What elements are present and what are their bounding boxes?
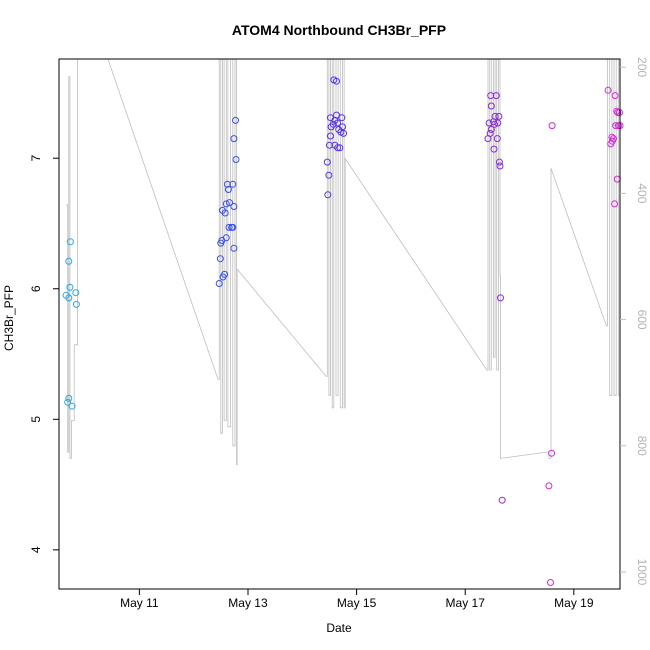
data-point	[498, 496, 506, 504]
data-point	[324, 191, 332, 199]
data-point	[333, 77, 340, 85]
y2-tick-label: 800	[635, 436, 649, 456]
data-point	[486, 129, 494, 137]
data-point	[611, 92, 619, 100]
data-point	[338, 114, 346, 122]
y-tick-label: 6	[29, 285, 43, 292]
data-point	[547, 579, 554, 586]
data-point	[230, 203, 238, 210]
scatter-points	[62, 76, 624, 586]
x-tick-label: May 19	[554, 596, 594, 610]
data-point	[68, 402, 76, 410]
data-point	[221, 270, 229, 278]
x-tick-label: May 15	[337, 596, 377, 610]
x-axis: May 11 May 13 May 15 May 17 May 19	[120, 589, 594, 610]
data-point	[230, 135, 238, 143]
data-point	[221, 209, 229, 217]
y2-tick-label: 1000	[635, 559, 649, 586]
y2-tick-label: 400	[635, 183, 649, 203]
y-tick-label: 7	[29, 155, 43, 162]
y-tick-label: 4	[29, 546, 43, 553]
data-point	[611, 200, 619, 208]
data-point	[339, 123, 346, 131]
data-point	[497, 294, 504, 302]
y2-tick-label: 600	[635, 310, 649, 330]
data-point	[216, 255, 224, 263]
data-point	[65, 257, 73, 265]
data-point	[65, 294, 73, 302]
data-point	[65, 394, 73, 402]
plot-frame	[58, 58, 621, 590]
y2-axis: 200 400 600 800 1000	[620, 57, 649, 586]
y-tick-label: 5	[29, 416, 43, 423]
data-point	[613, 175, 621, 183]
data-point	[222, 234, 230, 242]
data-point	[548, 122, 556, 130]
data-point	[230, 244, 238, 252]
data-point	[548, 449, 556, 457]
data-point	[329, 120, 337, 128]
data-point	[491, 112, 499, 120]
data-point	[72, 289, 80, 297]
data-point	[66, 283, 74, 291]
data-point	[229, 180, 237, 188]
data-point	[604, 86, 612, 94]
data-point	[334, 144, 342, 152]
x-tick-label: May 17	[446, 596, 486, 610]
data-point	[610, 135, 617, 143]
data-point	[323, 158, 331, 166]
data-point	[64, 398, 72, 406]
chart-title: ATOM4 Northbound CH3Br_PFP	[232, 22, 446, 38]
data-point	[340, 129, 348, 137]
x-tick-label: May 11	[120, 596, 159, 610]
data-point	[327, 132, 334, 140]
data-point	[232, 156, 240, 163]
data-point	[229, 223, 237, 231]
data-point	[232, 116, 239, 124]
data-point	[215, 280, 223, 287]
gray-line-series	[66, 58, 620, 466]
data-point	[334, 119, 342, 127]
data-point	[490, 145, 498, 153]
data-point	[496, 162, 504, 170]
data-point	[487, 102, 495, 110]
x-axis-label: Date	[326, 621, 352, 635]
data-point	[72, 300, 80, 308]
y2-tick-label: 200	[635, 57, 649, 77]
data-point	[612, 122, 620, 130]
data-point	[494, 119, 502, 127]
data-point	[493, 135, 501, 143]
data-point	[336, 144, 344, 152]
data-point	[495, 112, 503, 120]
data-point	[608, 133, 616, 141]
data-point	[224, 186, 232, 193]
data-point	[325, 171, 333, 179]
data-point	[487, 126, 495, 133]
data-point	[491, 120, 498, 128]
data-point	[225, 223, 233, 231]
data-point	[223, 180, 231, 188]
data-point	[545, 482, 553, 490]
x-tick-label: May 13	[228, 596, 268, 610]
data-point	[333, 111, 340, 119]
y-axis: 4 5 6 7	[29, 155, 59, 553]
data-point	[492, 92, 500, 100]
data-point	[226, 199, 233, 207]
data-point	[495, 158, 503, 166]
data-point	[326, 141, 333, 149]
y-axis-label: CH3Br_PFP	[2, 285, 16, 351]
data-point	[66, 238, 74, 246]
gray-line-path	[66, 58, 620, 466]
data-point	[222, 200, 230, 208]
